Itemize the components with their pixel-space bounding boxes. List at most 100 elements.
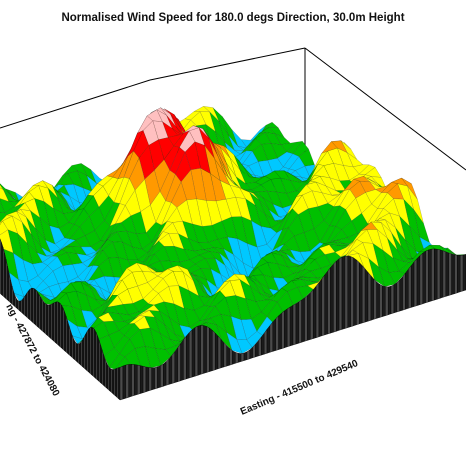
skirt-left-facet bbox=[100, 344, 103, 385]
skirt-right-facet bbox=[422, 250, 426, 305]
skirt-right-facet bbox=[206, 326, 210, 373]
skirt-right-facet bbox=[128, 364, 132, 398]
skirt-left-facet bbox=[83, 334, 86, 370]
skirt-right-facet bbox=[125, 364, 129, 399]
skirt-left-facet bbox=[73, 338, 76, 361]
skirt-right-facet bbox=[281, 310, 285, 349]
skirt-right-facet bbox=[177, 343, 181, 382]
skirt-right-facet bbox=[460, 254, 464, 293]
box-edge-top-back bbox=[149, 47, 306, 81]
skirt-right-facet bbox=[295, 301, 299, 345]
skirt-right-facet bbox=[226, 345, 230, 367]
skirt-right-facet bbox=[330, 263, 334, 334]
skirt-left-facet bbox=[44, 302, 47, 336]
skirt-right-facet bbox=[442, 250, 446, 298]
skirt-right-facet bbox=[261, 332, 265, 356]
skirt-left-facet bbox=[55, 301, 58, 345]
skirt-left-facet bbox=[61, 305, 64, 350]
skirt-right-facet bbox=[318, 278, 322, 338]
skirt-left-facet bbox=[67, 320, 70, 356]
skirt-right-facet bbox=[258, 336, 262, 357]
skirt-left-facet bbox=[53, 301, 56, 344]
skirt-right-facet bbox=[315, 282, 320, 338]
skirt-right-facet bbox=[246, 349, 251, 360]
skirt-right-facet bbox=[200, 325, 204, 375]
skirt-left-facet bbox=[113, 368, 116, 397]
skirt-left-facet bbox=[34, 288, 37, 326]
skirt-right-facet bbox=[183, 335, 187, 381]
skirt-right-facet bbox=[416, 255, 421, 306]
skirt-right-facet bbox=[194, 325, 199, 377]
skirt-right-facet bbox=[454, 254, 458, 294]
skirt-right-facet bbox=[364, 268, 369, 323]
skirt-left-facet bbox=[20, 299, 23, 314]
skirt-left-facet bbox=[97, 335, 100, 382]
skirt-left-facet bbox=[71, 334, 74, 360]
box-edge-back-right bbox=[304, 47, 466, 171]
x-axis-label: Easting - 415500 to 429540 bbox=[239, 358, 360, 418]
skirt-left-facet bbox=[7, 266, 10, 302]
skirt-right-facet bbox=[373, 278, 377, 320]
skirt-right-facet bbox=[310, 289, 314, 340]
skirt-right-facet bbox=[362, 264, 366, 324]
skirt-left-facet bbox=[58, 301, 61, 348]
skirt-left-facet bbox=[106, 362, 109, 390]
skirt-right-facet bbox=[292, 303, 297, 346]
skirt-right-facet bbox=[223, 341, 227, 368]
skirt-right-facet bbox=[272, 318, 276, 352]
skirt-right-facet bbox=[220, 338, 225, 369]
skirt-right-facet bbox=[350, 256, 354, 327]
skirt-left-facet bbox=[76, 343, 79, 364]
skirt-right-facet bbox=[445, 251, 449, 297]
skirt-right-facet bbox=[356, 259, 360, 326]
skirt-left-facet bbox=[17, 300, 20, 312]
skirt-right-facet bbox=[264, 328, 268, 355]
skirt-right-facet bbox=[134, 364, 138, 396]
skirt-right-facet bbox=[278, 312, 282, 350]
skirt-right-facet bbox=[411, 261, 415, 308]
skirt-right-facet bbox=[145, 366, 150, 393]
skirt-left-facet bbox=[92, 327, 95, 378]
skirt-left-facet bbox=[1, 242, 4, 297]
skirt-left-facet bbox=[115, 368, 118, 398]
skirt-right-facet bbox=[249, 346, 253, 360]
skirt-left-facet bbox=[40, 296, 43, 332]
skirt-left-facet bbox=[49, 304, 52, 340]
skirt-left-facet bbox=[26, 290, 29, 320]
skirt-right-facet bbox=[301, 297, 305, 343]
skirt-left-facet bbox=[28, 288, 31, 321]
skirt-right-facet bbox=[434, 248, 438, 301]
skirt-left-facet bbox=[50, 303, 53, 341]
skirt-left-facet bbox=[109, 367, 112, 393]
skirt-right-facet bbox=[197, 325, 201, 376]
skirt-right-facet bbox=[180, 339, 184, 382]
box-edge-back-left bbox=[0, 79, 151, 129]
skirt-left-facet bbox=[47, 304, 50, 338]
skirt-right-facet bbox=[428, 248, 432, 303]
skirt-left-facet bbox=[46, 304, 49, 337]
skirt-left-facet bbox=[5, 259, 8, 301]
skirt-right-facet bbox=[327, 266, 331, 335]
skirt-right-facet bbox=[451, 253, 455, 295]
skirt-right-facet bbox=[148, 367, 152, 392]
skirt-right-facet bbox=[237, 353, 242, 363]
skirt-left-facet bbox=[59, 302, 62, 349]
skirt-right-facet bbox=[344, 255, 348, 329]
terrain-surface bbox=[0, 106, 466, 370]
skirt-right-facet bbox=[243, 351, 248, 361]
skirt-right-facet bbox=[347, 255, 351, 328]
skirt-right-facet bbox=[275, 315, 279, 351]
skirt-right-facet bbox=[393, 282, 397, 314]
skirt-left-facet bbox=[103, 354, 106, 388]
skirt-right-facet bbox=[269, 321, 273, 353]
skirt-left-facet bbox=[91, 327, 94, 377]
skirt-left-facet bbox=[22, 296, 25, 316]
skirt-right-facet bbox=[122, 364, 127, 400]
skirt-right-facet bbox=[284, 308, 288, 349]
skirt-right-facet bbox=[139, 365, 144, 394]
skirt-left-facet bbox=[101, 349, 104, 386]
skirt-right-facet bbox=[157, 365, 161, 389]
skirt-left-facet bbox=[116, 367, 119, 400]
skirt-right-facet bbox=[390, 284, 395, 315]
